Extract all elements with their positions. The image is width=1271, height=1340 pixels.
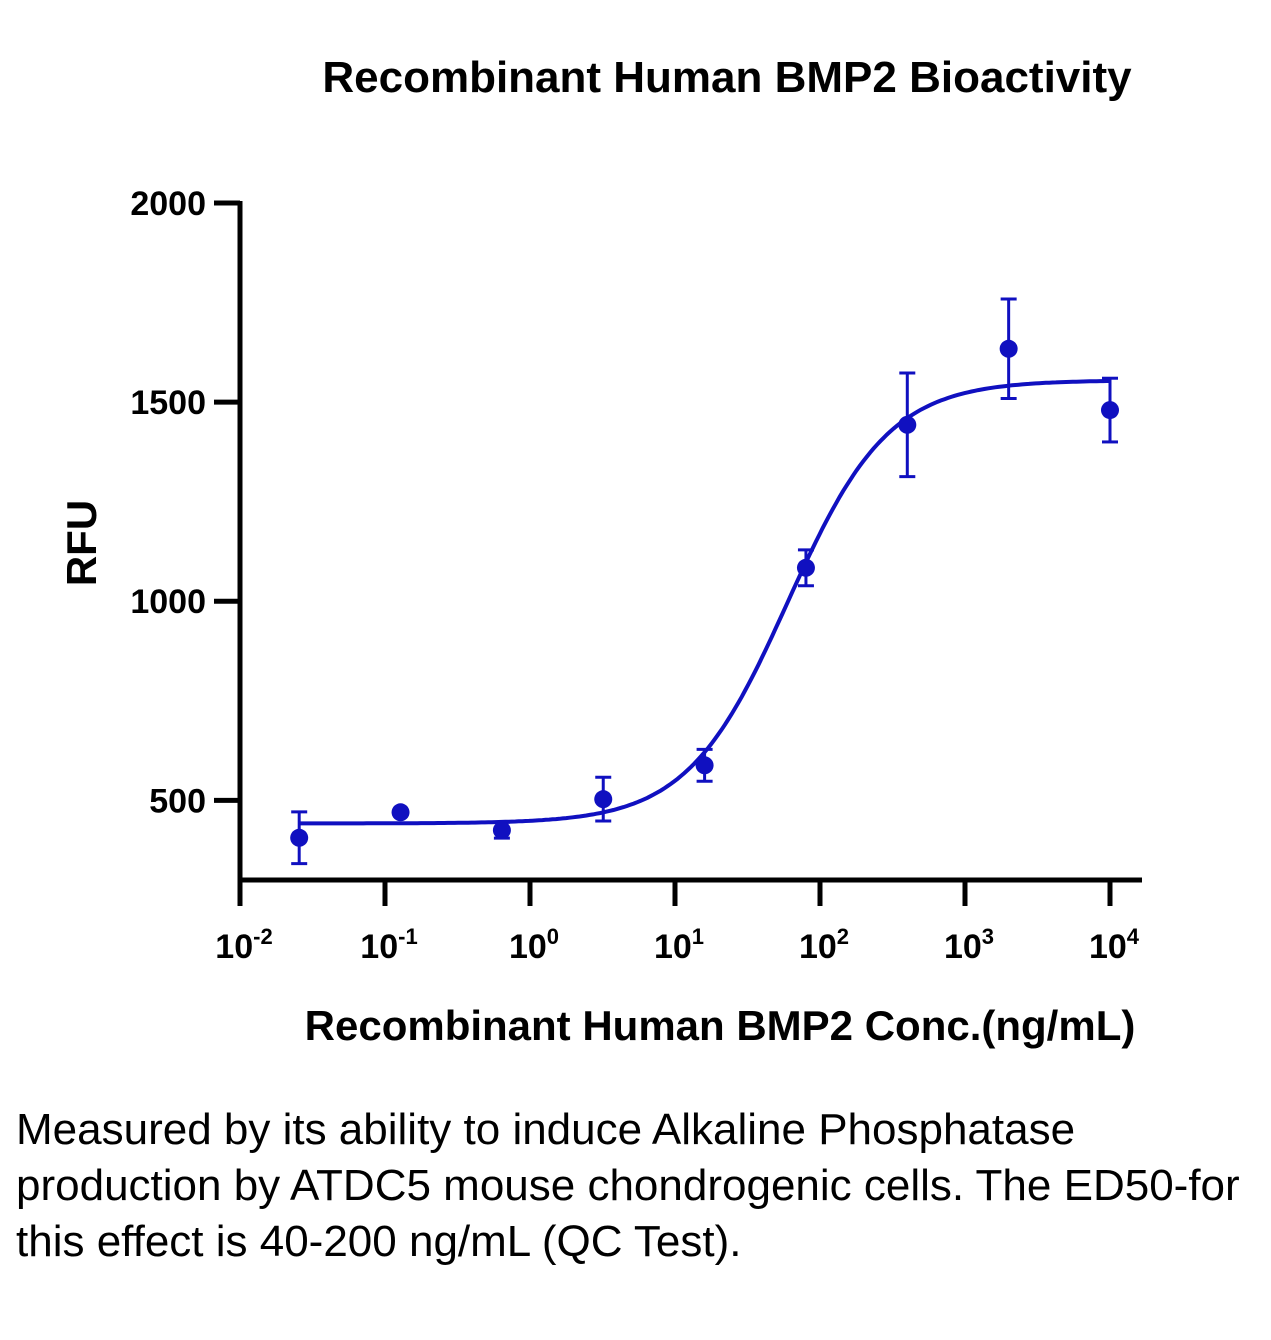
point-marker bbox=[1101, 401, 1119, 420]
data-point bbox=[290, 810, 309, 866]
x-tick-label: 102 bbox=[799, 924, 849, 966]
point-marker bbox=[999, 339, 1018, 358]
data-point bbox=[492, 820, 511, 840]
data-point bbox=[796, 548, 815, 588]
data-point bbox=[391, 803, 410, 822]
y-tick-label: 1500 bbox=[130, 384, 206, 422]
x-tick-label: 10-1 bbox=[360, 924, 417, 966]
data-point bbox=[999, 297, 1018, 401]
data-point bbox=[594, 775, 613, 823]
point-marker bbox=[492, 821, 511, 840]
point-marker bbox=[594, 790, 613, 809]
caption: Measured by its ability to induce Alkali… bbox=[16, 1105, 1240, 1266]
point-marker bbox=[391, 803, 410, 822]
x-axis-label: Recombinant Human BMP2 Conc.(ng/mL) bbox=[305, 1002, 1136, 1049]
data-point bbox=[695, 747, 714, 783]
point-marker bbox=[695, 756, 714, 775]
y-tick-label: 2000 bbox=[130, 185, 206, 223]
x-tick-label: 10-2 bbox=[215, 924, 272, 966]
axes bbox=[237, 201, 1142, 883]
x-tick-label: 104 bbox=[1089, 924, 1140, 966]
y-ticks: 500 1000 1500 2000 bbox=[130, 185, 240, 820]
x-tick-label: 101 bbox=[654, 924, 704, 966]
point-marker bbox=[290, 828, 309, 847]
y-tick-label: 500 bbox=[149, 782, 206, 820]
data-point bbox=[1101, 376, 1119, 444]
data-point bbox=[898, 371, 917, 479]
x-tick-label: 100 bbox=[509, 924, 559, 966]
bioactivity-chart: Recombinant Human BMP2 Bioactivity 500 10… bbox=[58, 53, 1142, 1049]
data-points bbox=[290, 297, 1119, 866]
point-marker bbox=[796, 558, 815, 577]
x-ticks: 10-2 10-1 100 101 102 103 104 bbox=[215, 880, 1140, 966]
y-axis-label: RFU bbox=[58, 500, 105, 586]
x-tick-label: 103 bbox=[944, 924, 994, 966]
y-tick-label: 1000 bbox=[130, 583, 206, 621]
chart-title: Recombinant Human BMP2 Bioactivity bbox=[322, 53, 1132, 102]
point-marker bbox=[898, 415, 917, 434]
